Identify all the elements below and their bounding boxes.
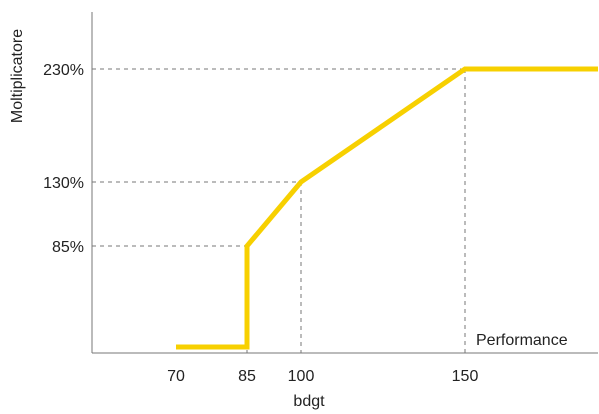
y-tick-label: 230% — [43, 62, 84, 79]
x-tick-label: 85 — [238, 368, 256, 385]
x-tick-label: 100 — [288, 368, 315, 385]
y-tick-label: 85% — [52, 239, 84, 256]
tick-labels: 70 85 100 150 85% 130% 230% — [43, 62, 478, 385]
y-axis-label: Moltiplicatore — [9, 29, 26, 123]
x-axis-label: bdgt — [293, 393, 325, 410]
series — [176, 66, 598, 350]
series-line-0 — [176, 66, 598, 350]
x-tick-label: 70 — [167, 368, 185, 385]
y-tick-label: 130% — [43, 175, 84, 192]
axes — [91, 12, 598, 354]
performance-annotation: Performance — [476, 332, 568, 349]
x-tick-label: 150 — [452, 368, 479, 385]
